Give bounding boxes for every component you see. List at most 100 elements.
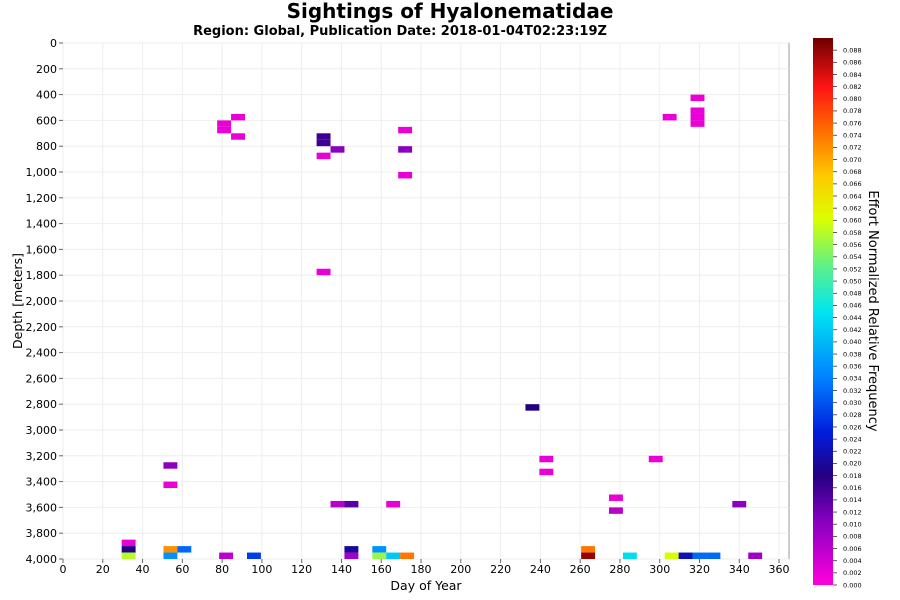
colorbar-tick-label: 0.050 [843, 277, 862, 285]
y-tick-label: 1,600 [26, 243, 58, 256]
heatmap-cell [748, 552, 763, 559]
heatmap-cell [581, 552, 596, 559]
heatmap-cell [622, 552, 637, 559]
x-tick-label: 340 [729, 563, 750, 576]
colorbar-tick-label: 0.030 [843, 399, 862, 407]
heatmap-cell [398, 126, 413, 134]
colorbar-tick-label: 0.006 [843, 545, 862, 553]
y-tick-label: 3,800 [26, 527, 58, 540]
heatmap-cell [662, 113, 677, 121]
heatmap-cell [316, 133, 331, 140]
y-tick-label: 2,400 [26, 347, 58, 360]
y-axis-label: Depth [meters] [10, 253, 25, 349]
colorbar-tick-label: 0.048 [843, 290, 862, 298]
heatmap-cell [690, 120, 705, 127]
y-tick-label: 400 [36, 89, 57, 102]
colorbar-tick-label: 0.074 [843, 132, 862, 140]
y-tick-label: 200 [36, 63, 57, 76]
heatmap-cell [372, 552, 387, 559]
colorbar-tick-label: 0.016 [843, 484, 862, 492]
heatmap-cell [316, 152, 331, 160]
colorbar-ticks: 0.000 0.002 0.004 0.006 0.008 0.010 0.012 0.014… [833, 46, 862, 589]
x-tick-label: 40 [136, 563, 150, 576]
colorbar-tick-label: 0.044 [843, 314, 862, 322]
x-tick-label: 180 [411, 563, 432, 576]
grid-lines [62, 42, 789, 560]
heatmap-cell [398, 172, 413, 179]
y-tick-label: 0 [50, 37, 57, 50]
colorbar-tick-label: 0.060 [843, 217, 862, 225]
x-tick-label: 160 [371, 563, 392, 576]
colorbar-tick-label: 0.042 [843, 326, 862, 334]
heatmap-cell [732, 500, 747, 508]
heatmap-cell [316, 139, 331, 147]
y-tick-label: 3,600 [26, 501, 58, 514]
heatmap-cell [344, 552, 359, 559]
colorbar-tick-label: 0.068 [843, 168, 862, 176]
colorbar-tick-label: 0.066 [843, 180, 862, 188]
heatmap-cell [121, 552, 136, 559]
colorbar [813, 38, 833, 585]
heatmap-cell [372, 546, 387, 553]
colorbar-tick-label: 0.034 [843, 375, 862, 383]
heatmap-cell [163, 552, 178, 559]
colorbar-tick-label: 0.002 [843, 569, 862, 577]
heatmap-cell [386, 500, 401, 508]
heatmap-cell [608, 494, 623, 501]
colorbar-tick-label: 0.010 [843, 521, 862, 529]
heatmap-cell [664, 552, 679, 559]
heatmap-cell [386, 552, 401, 559]
heatmap-cell [163, 546, 178, 553]
x-axis-ticks: 0 20 40 60 80 100 120 140 160 180 200 220 240 260 280 3… [60, 559, 790, 576]
y-tick-label: 4,000 [26, 553, 58, 566]
colorbar-tick-label: 0.088 [843, 46, 862, 54]
colorbar-tick-label: 0.022 [843, 448, 862, 456]
colorbar-tick-label: 0.052 [843, 265, 862, 273]
heatmap-cell [330, 500, 345, 508]
y-tick-label: 800 [36, 140, 57, 153]
colorbar-tick-label: 0.004 [843, 557, 862, 565]
colorbar-tick-label: 0.036 [843, 363, 862, 371]
colorbar-tick-label: 0.058 [843, 229, 862, 237]
y-tick-label: 1,800 [26, 269, 58, 282]
heatmap-cell [177, 546, 192, 553]
x-tick-label: 260 [570, 563, 591, 576]
colorbar-tick-label: 0.008 [843, 533, 862, 541]
y-tick-label: 600 [36, 114, 57, 127]
colorbar-tick-label: 0.000 [843, 581, 862, 589]
x-tick-label: 0 [60, 563, 67, 576]
x-tick-label: 80 [215, 563, 229, 576]
y-tick-label: 1,400 [26, 218, 58, 231]
y-tick-label: 2,200 [26, 321, 58, 334]
colorbar-tick-label: 0.070 [843, 156, 862, 164]
colorbar-tick-label: 0.032 [843, 387, 862, 395]
y-tick-label: 2,600 [26, 372, 58, 385]
heatmap-cell [608, 507, 623, 514]
colorbar-tick-label: 0.062 [843, 204, 862, 212]
colorbar-label: Effort Normalized Relative Frequency [865, 190, 880, 432]
heatmap-cell [398, 146, 413, 153]
y-tick-label: 2,000 [26, 295, 58, 308]
y-tick-label: 1,000 [26, 166, 58, 179]
heatmap-cell [217, 126, 232, 134]
x-tick-label: 20 [96, 563, 110, 576]
heatmap-cell [121, 539, 136, 547]
x-tick-label: 100 [251, 563, 272, 576]
heatmap-cell [539, 455, 554, 463]
colorbar-tick-label: 0.026 [843, 423, 862, 431]
y-tick-label: 3,400 [26, 476, 58, 489]
colorbar-tick-label: 0.064 [843, 192, 862, 200]
colorbar-tick-label: 0.082 [843, 83, 862, 91]
heatmap-cell [581, 546, 596, 553]
colorbar-tick-label: 0.072 [843, 144, 862, 152]
x-tick-label: 220 [490, 563, 511, 576]
heatmap-cell [344, 546, 359, 553]
colorbar-tick-label: 0.054 [843, 253, 862, 261]
heatmap-cell [231, 113, 245, 121]
colorbar-tick-label: 0.080 [843, 95, 862, 103]
x-tick-label: 300 [649, 563, 670, 576]
heatmap-cell [706, 552, 721, 559]
colorbar-tick-label: 0.024 [843, 435, 862, 443]
chart-subtitle: Region: Global, Publication Date: 2018-0… [193, 24, 607, 39]
colorbar-tick-label: 0.040 [843, 338, 862, 346]
